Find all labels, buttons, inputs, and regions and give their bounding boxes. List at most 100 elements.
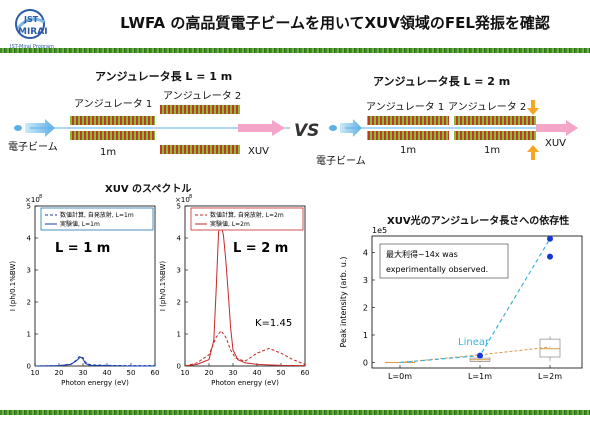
dep-annotation-box [379,243,509,279]
dep-annotation-line1: 最大利得~14x was [386,249,458,259]
logo-line1: JST [23,15,39,24]
p2-legend-exp: 実験値, L=2m [210,220,250,228]
left-undulator2-top [160,105,240,114]
p1-xtick-label: 40 [103,369,112,377]
left-undulator2-label: アンジュレータ 2 [163,91,242,102]
right-diagram-heading: アンジュレータ長 L = 2 m [373,75,511,88]
left-xuv-arrow [238,120,285,136]
right-beam-label: 電子ビーム [316,156,366,167]
p2-k-label: K=1.45 [255,318,292,329]
arrow-down-icon [527,100,539,115]
p1-xtick-label: 60 [151,369,160,377]
grass-divider-top [0,48,590,53]
p1-legend-sim: 数値計算, 自発放射, L=1m [60,211,134,219]
p1-legend-exp: 実験値, L=1m [60,220,100,228]
right-undulator2-bottom [454,131,536,140]
logo-sub: JST-Mirai Program [9,44,54,50]
left-electron-dot [14,125,22,131]
p1-panel-label: L = 1 m [55,241,110,256]
p2-xtick-label: 10 [181,369,190,377]
dep-data-point [547,253,553,260]
left-undulator1-top [70,116,155,125]
vs-label: VS [294,121,319,141]
p2-ytick-label: 4 [177,235,182,243]
dep-category-label: L=1m [468,372,492,381]
left-undulator1-bottom [70,131,155,140]
p1-xtick-label: 10 [31,369,40,377]
grass-divider-bottom [0,410,590,415]
right-undulator2-label: アンジュレータ 2 [448,102,527,113]
dep-data-point [477,352,483,359]
p1-ytick-label: 4 [27,235,32,243]
p2-legend-box [190,207,304,231]
dependence-chart: 1e5 0 1 2 3 4 L=0m L=1m L=2m Peak intensity (arb.… [339,226,583,381]
p2-xtick-label: 30 [229,369,238,377]
dep-ytick-label: 3 [363,276,368,285]
right-undulator2-top [454,116,536,125]
p2-ytick-label: 2 [177,299,181,307]
p2-sim-line [184,329,306,367]
p2-frame [184,205,306,367]
p2-legend-sim: 数値計算, 自発放射, L=2m [210,211,284,219]
right-xuv-arrow [536,120,578,136]
dep-category-label: L=0m [388,372,412,381]
dep-ylabel: Peak intensity (arb. u.) [339,257,348,348]
p2-xtick-label: 50 [277,369,286,377]
dep-exponent: 1e5 [372,226,387,235]
p1-frame [34,205,156,367]
p1-sim-line [34,355,155,367]
p2-ytick-label: 1 [177,331,181,339]
p2-ytick-label: 3 [177,267,181,275]
p1-ytick-label: 5 [27,203,31,211]
p1-exponent-power: 8 [39,194,42,200]
dep-frame [371,235,583,369]
p1-ytick-label: 0 [27,363,31,371]
spectrum-title: XUV のスペクトル [105,184,192,195]
dep-category-label: L=2m [538,372,562,381]
dep-data-point [547,235,553,242]
p2-ytick-label: 5 [177,203,181,211]
right-length1-label: 1m [400,145,417,156]
right-xuv-label: XUV [545,138,567,149]
p2-ytick-label: 0 [177,363,181,371]
dep-annotation-line2: experimentally observed. [386,265,488,274]
p2-xlabel: Photon energy (eV) [211,379,279,387]
dep-ytick-label: 4 [363,249,368,258]
right-undulator1-label: アンジュレータ 1 [366,102,445,113]
left-xuv-label: XUV [248,146,270,157]
dep-linear-label: Linear [458,337,490,348]
jst-mirai-logo: JST MIRAI JST-Mirai Program [8,6,78,52]
p1-xtick-label: 20 [55,369,64,377]
p2-xtick-label: 60 [301,369,310,377]
p2-xtick-label: 40 [253,369,262,377]
right-undulator1-bottom [367,131,449,140]
right-electron-dot [329,125,337,131]
right-undulator1-top [367,116,449,125]
p2-xtick-label: 20 [205,369,214,377]
left-undulator1-label: アンジュレータ 1 [74,99,153,110]
left-undulator2-bottom [160,145,240,154]
p1-xlabel: Photon energy (eV) [61,379,129,387]
p1-ylabel: I (ph/0.1%BW) [9,261,17,312]
dep-box [539,338,561,358]
right-length2-label: 1m [484,145,501,156]
dep-ytick-label: 1 [363,331,368,340]
page-title: LWFA の高品質電子ビームを用いてXUV領域のFEL発振を確認 [120,14,550,32]
p2-ylabel: I (ph/0.1%BW) [159,261,167,312]
left-diagram-heading: アンジュレータ長 L = 1 m [95,70,233,83]
p2-exponent-power: 8 [189,194,192,200]
dependence-title: XUV光のアンジュレータ長さへの依存性 [387,216,570,227]
p1-ytick-label: 2 [27,299,31,307]
left-length-label: 1m [100,147,117,158]
logo-line2: MIRAI [18,27,48,37]
dep-ytick-label: 0 [363,359,368,368]
p1-xtick-label: 50 [127,369,136,377]
p1-legend-box [40,207,154,231]
p1-xtick-label: 30 [79,369,88,377]
p1-ytick-label: 1 [27,331,31,339]
left-beam-label: 電子ビーム [8,142,58,153]
p2-panel-label: L = 2 m [233,241,288,256]
p1-ytick-label: 3 [27,267,31,275]
p2-exp-line [184,223,306,367]
